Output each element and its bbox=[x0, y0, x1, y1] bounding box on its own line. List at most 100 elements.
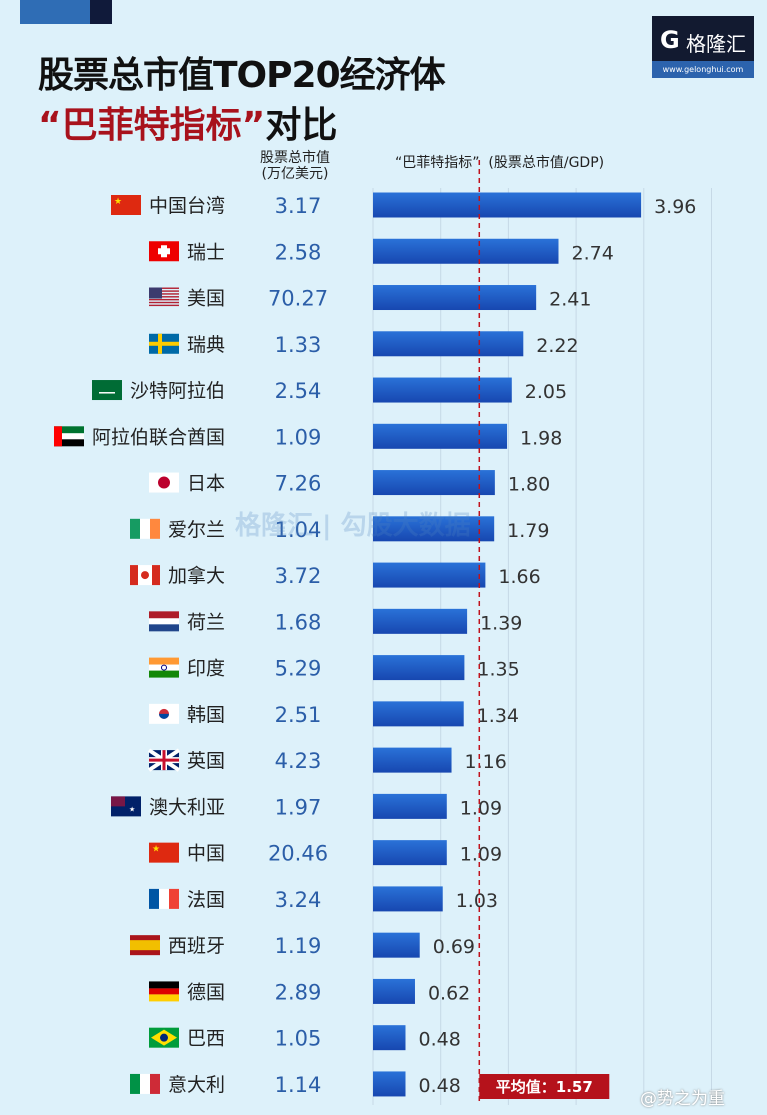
flag-ca-icon bbox=[130, 565, 160, 586]
bar-value-label: 2.41 bbox=[549, 289, 591, 311]
country-label: 德国 bbox=[187, 981, 225, 1003]
bar-value-label: 1.09 bbox=[460, 844, 502, 866]
gelonghui-logo: G 格隆汇 www.gelonghui.com bbox=[652, 16, 754, 78]
bar-value-label: 1.03 bbox=[456, 890, 498, 912]
market-cap-value: 3.17 bbox=[275, 194, 322, 218]
average-label: 平均值：1.57 bbox=[496, 1078, 593, 1096]
bar bbox=[373, 238, 559, 264]
market-cap-value: 3.72 bbox=[275, 564, 322, 588]
country-label: 中国 bbox=[187, 843, 225, 865]
country-label: 意大利 bbox=[168, 1074, 225, 1096]
flag-jp-icon bbox=[149, 472, 179, 493]
flag-gb-icon bbox=[147, 748, 181, 772]
bar bbox=[373, 793, 447, 819]
market-cap-value: 1.09 bbox=[275, 425, 322, 449]
country-label: 西班牙 bbox=[168, 935, 225, 957]
flag-fr-icon bbox=[149, 888, 179, 909]
bar-value-label: 1.09 bbox=[460, 797, 502, 819]
country-label: 韩国 bbox=[187, 704, 225, 726]
bar-value-label: 1.79 bbox=[507, 520, 549, 542]
country-label: 美国 bbox=[187, 288, 225, 310]
bar-value-label: 1.16 bbox=[465, 751, 507, 773]
flag-ie-icon bbox=[130, 518, 160, 539]
country-label: 英国 bbox=[187, 750, 225, 772]
market-cap-value: 1.97 bbox=[275, 795, 322, 819]
bar bbox=[373, 1071, 406, 1097]
ratio-header: “巴菲特指标” (股票总市值/GDP) bbox=[395, 155, 605, 171]
flag-cn-icon: ★ bbox=[149, 842, 179, 863]
market-cap-value: 7.26 bbox=[275, 472, 322, 496]
market-cap-value: 70.27 bbox=[268, 287, 328, 311]
flag-us-icon bbox=[149, 287, 179, 307]
subtitle-text: 对比 bbox=[265, 105, 338, 146]
flag-kr-icon bbox=[149, 703, 179, 724]
country-label: 日本 bbox=[187, 473, 225, 495]
bar bbox=[373, 840, 447, 866]
market-cap-value: 1.05 bbox=[275, 1027, 322, 1051]
country-label: 加拿大 bbox=[168, 564, 225, 587]
country-label: 中国台湾 bbox=[149, 195, 225, 217]
bar-value-label: 0.62 bbox=[428, 982, 470, 1004]
bar-value-label: 2.22 bbox=[536, 335, 578, 357]
market-cap-value: 2.51 bbox=[275, 703, 322, 727]
bar bbox=[373, 192, 642, 218]
bar-value-label: 1.35 bbox=[477, 659, 519, 681]
flag-ch-icon bbox=[149, 241, 179, 262]
bar-value-label: 0.69 bbox=[433, 936, 475, 958]
market-cap-value: 2.54 bbox=[275, 379, 322, 403]
weibo-handle: @势之为重 bbox=[640, 1089, 725, 1109]
flag-in-icon bbox=[149, 657, 179, 678]
bar-value-label: 0.48 bbox=[418, 1075, 460, 1097]
bar bbox=[373, 747, 452, 773]
market-cap-value: 1.33 bbox=[275, 333, 322, 357]
bar bbox=[373, 932, 420, 958]
market-cap-value: 1.19 bbox=[275, 934, 322, 958]
market-cap-value: 5.29 bbox=[275, 657, 322, 681]
bar-value-label: 1.80 bbox=[508, 474, 550, 496]
bar-value-label: 0.48 bbox=[418, 1029, 460, 1051]
country-label: 瑞典 bbox=[187, 334, 225, 356]
bar bbox=[373, 562, 486, 588]
subtitle-highlight: “巴菲特指标” bbox=[38, 105, 266, 146]
country-label: 澳大利亚 bbox=[149, 796, 225, 818]
country-label: 沙特阿拉伯 bbox=[130, 380, 225, 402]
bar bbox=[373, 516, 495, 542]
country-label: 巴西 bbox=[187, 1028, 225, 1050]
watermark: 格隆汇 | 勾股大数据 bbox=[235, 511, 471, 541]
bar-value-label: 3.96 bbox=[654, 196, 696, 218]
decor-block bbox=[90, 0, 112, 24]
flag-nl-icon bbox=[149, 611, 179, 632]
bar-value-label: 2.05 bbox=[525, 381, 567, 403]
bar bbox=[373, 608, 468, 634]
bar bbox=[373, 655, 465, 681]
bar bbox=[373, 423, 508, 449]
country-label: 阿拉伯联合酋国 bbox=[92, 426, 225, 448]
flag-br-icon bbox=[149, 1027, 179, 1048]
decor-block bbox=[20, 0, 90, 24]
country-label: 荷兰 bbox=[187, 611, 225, 633]
flag-se-icon bbox=[149, 333, 179, 354]
flag-ae-icon bbox=[54, 426, 84, 447]
bar-value-label: 1.39 bbox=[480, 612, 522, 634]
market-cap-value: 20.46 bbox=[268, 842, 328, 866]
bar bbox=[373, 470, 495, 496]
market-cap-value: 2.89 bbox=[275, 980, 322, 1004]
flag-au-icon: ★ bbox=[111, 796, 141, 817]
bar bbox=[373, 331, 524, 357]
title: 股票总市值TOP20经济体 bbox=[38, 55, 446, 96]
svg-text:★: ★ bbox=[114, 197, 122, 207]
flag-cn-icon: ★ bbox=[111, 195, 141, 215]
market-cap-value: 1.04 bbox=[275, 518, 322, 542]
bar bbox=[373, 978, 415, 1004]
bar-value-label: 1.66 bbox=[498, 566, 540, 588]
svg-text:★: ★ bbox=[129, 805, 135, 813]
bar bbox=[373, 285, 537, 311]
market-cap-value: 1.14 bbox=[275, 1073, 322, 1097]
bar-value-label: 2.74 bbox=[571, 242, 613, 264]
average-badge bbox=[479, 1074, 610, 1099]
bar bbox=[373, 886, 443, 912]
country-label: 法国 bbox=[187, 889, 225, 911]
market-cap-value: 3.24 bbox=[275, 888, 322, 912]
bar bbox=[373, 1025, 406, 1051]
